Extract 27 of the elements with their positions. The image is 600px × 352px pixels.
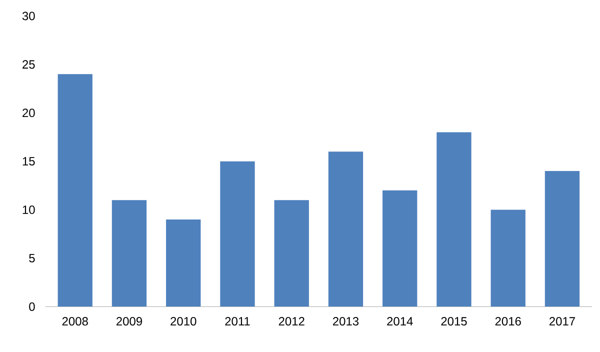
bar bbox=[544, 171, 580, 307]
y-tick-label: 30 bbox=[22, 12, 35, 20]
x-tick-label: 2014 bbox=[387, 317, 413, 326]
bar bbox=[436, 132, 472, 307]
y-tick-label: 0 bbox=[29, 302, 35, 311]
x-tick-label: 2012 bbox=[278, 317, 304, 326]
x-tick-label: 2015 bbox=[441, 317, 467, 326]
x-tick-label: 2010 bbox=[170, 317, 196, 326]
y-tick-label: 25 bbox=[22, 60, 35, 69]
x-tick-label: 2011 bbox=[225, 317, 250, 326]
y-tick-label: 15 bbox=[22, 157, 35, 166]
x-tick-label: 2009 bbox=[116, 317, 142, 326]
bar bbox=[112, 200, 147, 307]
bar bbox=[166, 219, 201, 307]
y-tick-label: 5 bbox=[29, 254, 35, 262]
y-tick-label: 20 bbox=[22, 108, 35, 118]
bar bbox=[328, 152, 364, 307]
bar bbox=[220, 161, 255, 307]
x-tick-label: 2013 bbox=[332, 317, 359, 326]
bar bbox=[382, 190, 418, 307]
x-tick-label: 2008 bbox=[62, 317, 88, 326]
bar bbox=[274, 200, 309, 307]
x-tick-label: 2016 bbox=[495, 317, 521, 326]
y-tick-label: 10 bbox=[22, 206, 35, 214]
bar bbox=[58, 74, 92, 307]
x-tick-label: 2017 bbox=[549, 317, 575, 326]
bar bbox=[490, 210, 526, 307]
